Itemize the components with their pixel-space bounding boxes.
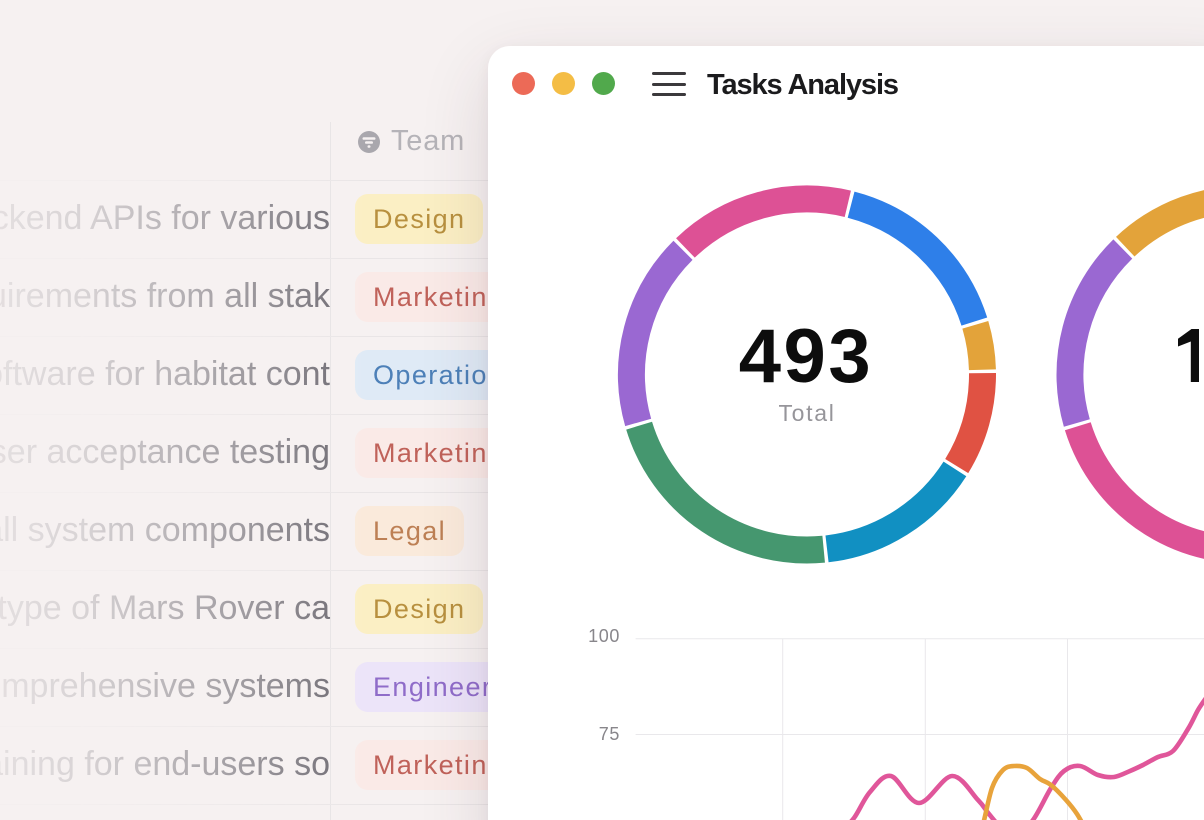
svg-text:493: 493 xyxy=(739,314,874,399)
svg-text:Total: Total xyxy=(778,400,835,426)
